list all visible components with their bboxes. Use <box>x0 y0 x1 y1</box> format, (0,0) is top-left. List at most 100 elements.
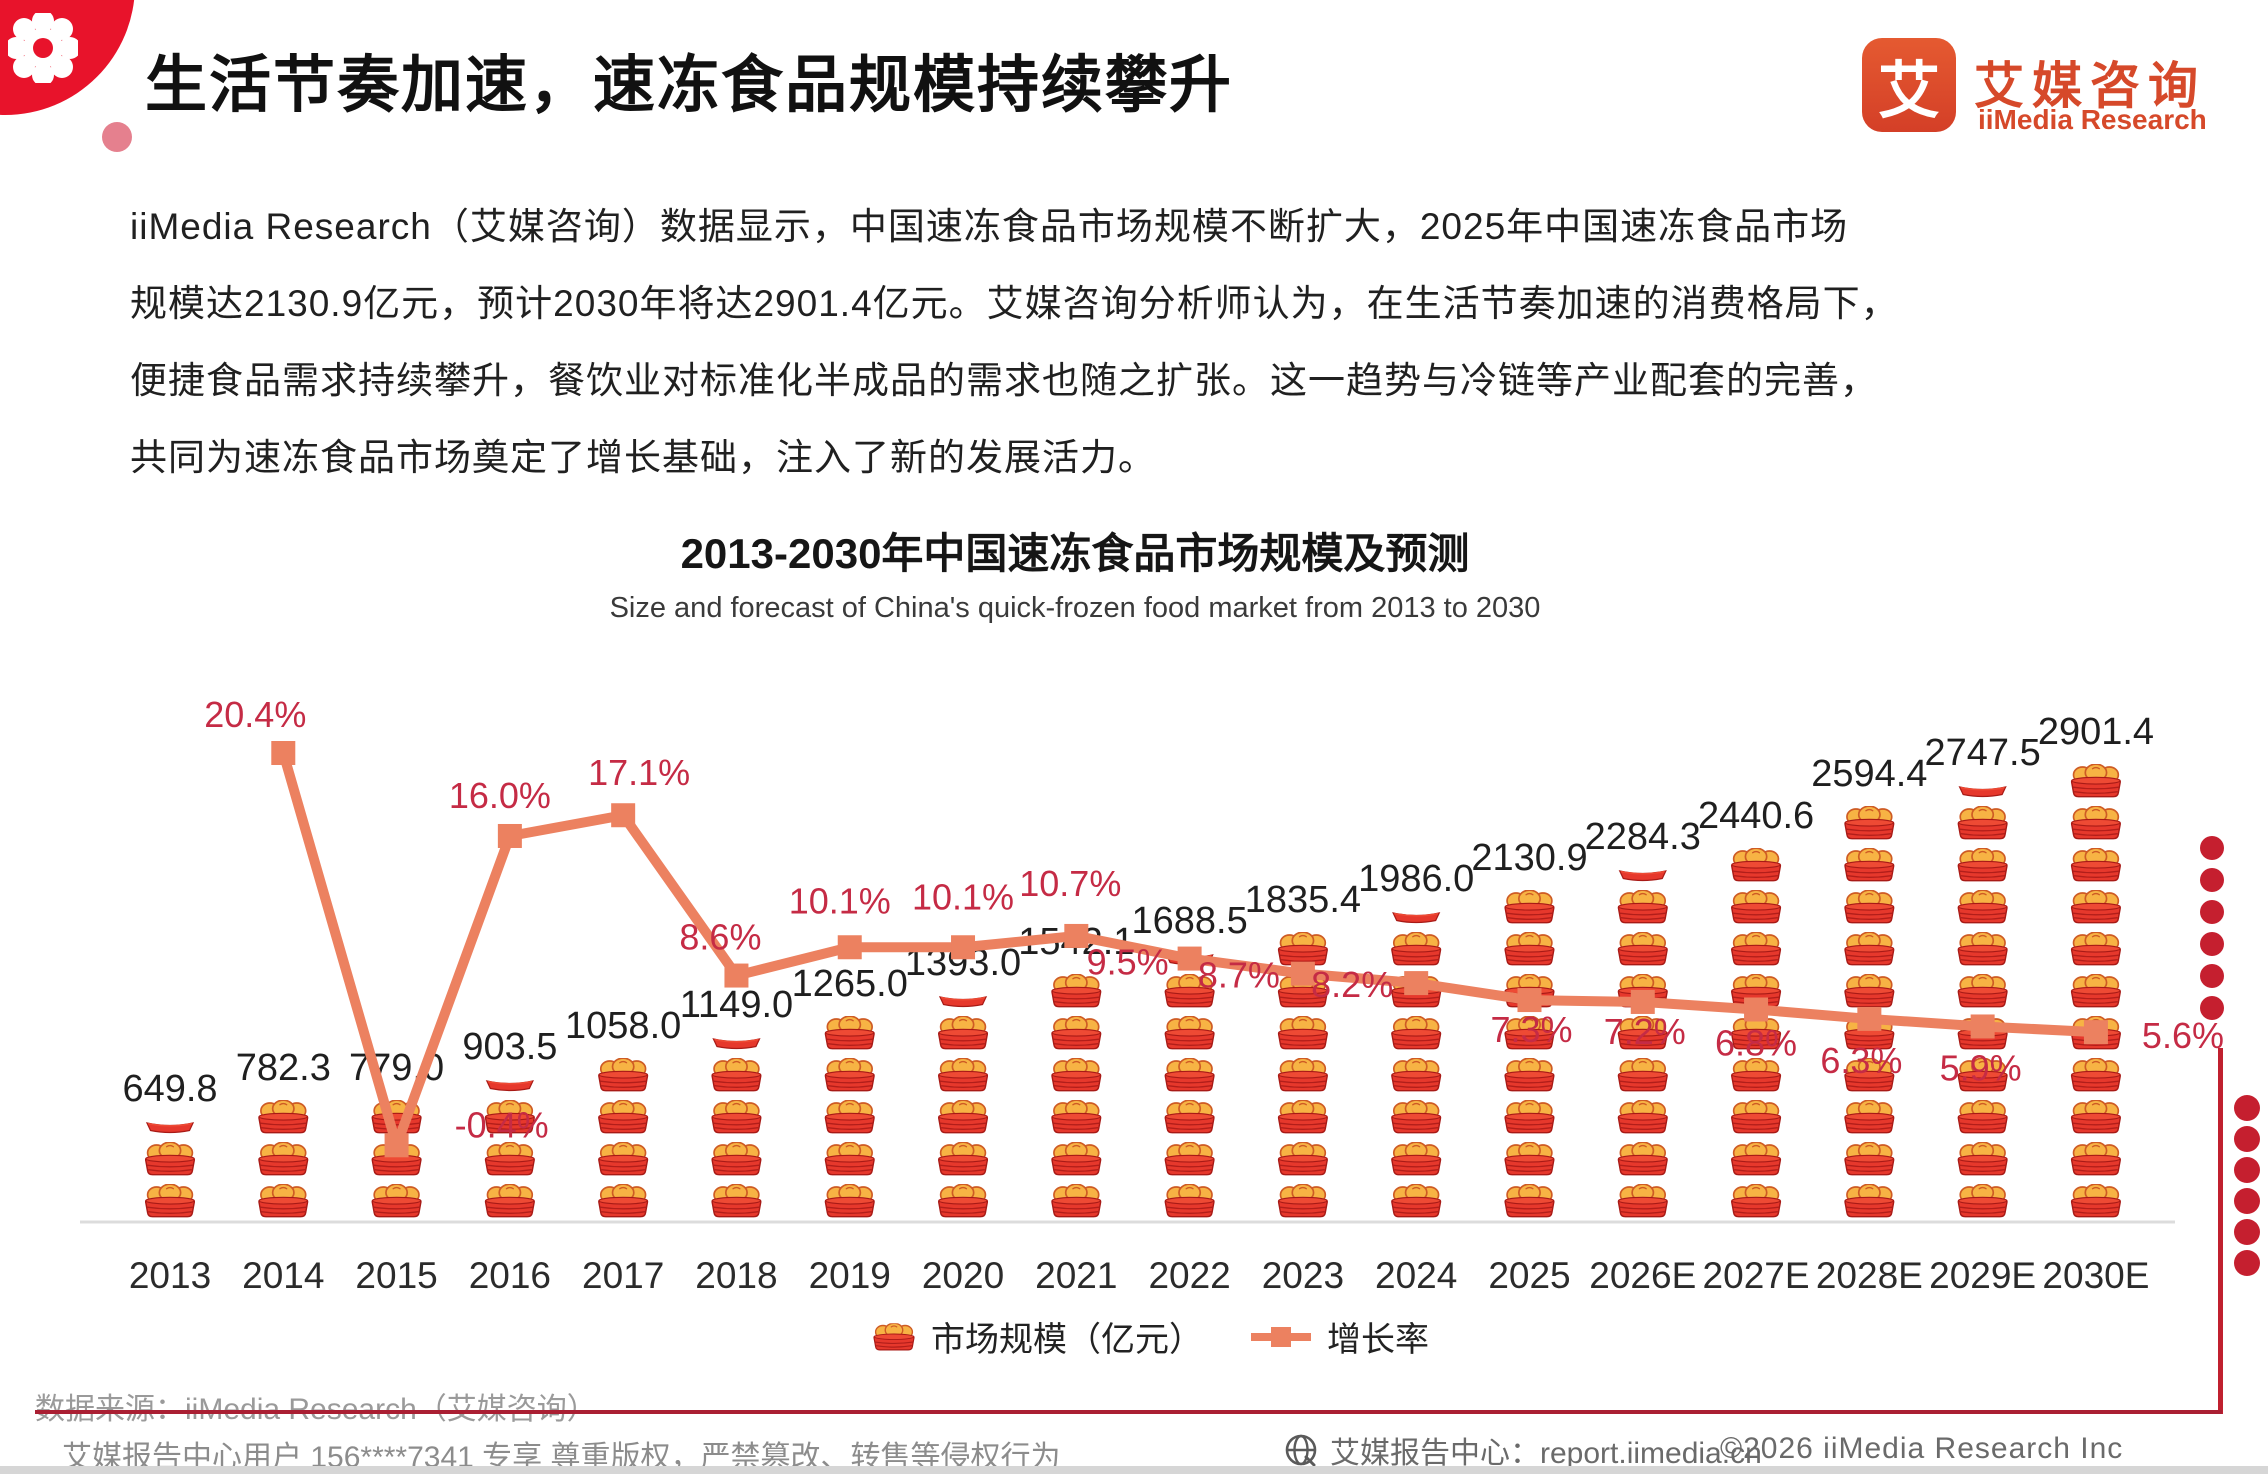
basket-icon <box>1051 1100 1102 1134</box>
basket-icon <box>2070 806 2122 840</box>
basket-rim-icon <box>486 1080 534 1092</box>
x-label-2015: 2015 <box>355 1255 437 1296</box>
basket-rim-icon <box>1619 870 1667 882</box>
basket-icon <box>1390 1058 1442 1092</box>
basket-icon <box>1504 1184 1555 1218</box>
x-label-2021: 2021 <box>1035 1255 1117 1296</box>
x-label-2017: 2017 <box>582 1255 664 1296</box>
basket-icon <box>824 1058 875 1092</box>
basket-icon <box>1504 1142 1555 1176</box>
side-line-decoration <box>2218 1048 2223 1414</box>
value-label-2017: 1058.0 <box>565 1005 681 1047</box>
pct-label-2017: 17.1% <box>588 752 690 793</box>
steamer-basket-icon <box>871 1323 917 1351</box>
deco-dot <box>2200 836 2224 860</box>
value-label-2013: 649.8 <box>122 1068 217 1110</box>
gear-icon <box>8 13 78 83</box>
value-label-2028E: 2594.4 <box>1811 753 1927 795</box>
basket-icon <box>1277 1100 1329 1134</box>
logo-name-cn: 艾媒咨询 <box>1974 58 2206 114</box>
value-label-2014: 782.3 <box>236 1047 331 1089</box>
basket-icon <box>1957 974 2008 1008</box>
basket-icon <box>1957 806 2008 840</box>
basket-icon <box>1844 1100 1895 1134</box>
deco-dot <box>2200 996 2224 1020</box>
basket-icon <box>1164 1184 1215 1218</box>
basket-icon <box>824 1100 875 1134</box>
basket-icon <box>1390 1016 1442 1050</box>
growth-marker-2018 <box>724 963 749 988</box>
x-label-2029E: 2029E <box>1929 1255 2036 1296</box>
bar-2017 <box>597 1058 649 1218</box>
bar-2029E <box>1957 786 2008 1218</box>
basket-icon <box>1844 890 1895 924</box>
pct-label-2015: -0.4% <box>455 1104 549 1145</box>
growth-marker-2014 <box>271 741 296 765</box>
pct-label-2018: 8.6% <box>679 917 761 958</box>
value-label-2023: 1835.4 <box>1245 879 1361 921</box>
footer-report-url: 艾媒报告中心：report.iimedia.cn <box>1330 1437 1762 1470</box>
basket-icon <box>711 1184 762 1218</box>
value-label-2027E: 2440.6 <box>1698 795 1814 837</box>
bar-2018 <box>711 1038 762 1218</box>
basket-icon <box>2070 764 2122 798</box>
deco-dot <box>2234 1095 2260 1121</box>
basket-icon <box>1051 1142 1102 1176</box>
basket-rim-icon <box>1392 912 1440 924</box>
bar-2019 <box>824 1016 875 1218</box>
basket-rim-icon <box>146 1122 194 1134</box>
basket-icon <box>2070 1058 2122 1092</box>
basket-icon <box>597 1058 649 1092</box>
growth-marker-2021 <box>1064 923 1089 948</box>
basket-icon <box>1390 932 1442 966</box>
growth-marker-2020 <box>951 935 976 960</box>
x-label-2023: 2023 <box>1262 1255 1344 1296</box>
x-label-2013: 2013 <box>129 1255 211 1296</box>
x-label-2019: 2019 <box>809 1255 891 1296</box>
basket-icon <box>711 1100 762 1134</box>
bar-2030E <box>2070 764 2122 1218</box>
basket-icon <box>1617 1142 1668 1176</box>
value-label-2022: 1688.5 <box>1131 900 1247 942</box>
footer-copyright: ©2026 iiMedia Research Inc <box>1720 1432 2124 1465</box>
basket-icon <box>597 1100 649 1134</box>
basket-icon <box>144 1184 196 1218</box>
pct-label-2022: 9.5% <box>1087 942 1169 983</box>
pct-label-2021: 10.7% <box>1019 863 1121 904</box>
intro-line-1: iiMedia Research（艾媒咨询）数据显示，中国速冻食品市场规模不断扩… <box>130 206 1849 247</box>
basket-icon <box>258 1184 309 1218</box>
basket-icon <box>1504 1058 1555 1092</box>
basket-icon <box>711 1058 762 1092</box>
basket-icon <box>484 1142 536 1176</box>
basket-icon <box>2070 932 2122 966</box>
pct-label-2028E: 6.3% <box>1820 1040 1902 1081</box>
growth-marker-2029E <box>1970 1014 1995 1039</box>
growth-marker-2015 <box>384 1133 409 1158</box>
x-label-2027E: 2027E <box>1703 1255 1810 1296</box>
basket-icon <box>1390 1100 1442 1134</box>
bar-2016 <box>484 1080 536 1218</box>
data-source: 数据来源：iiMedia Research（艾媒咨询） <box>35 1384 597 1428</box>
growth-marker-2024 <box>1404 971 1429 996</box>
legend-item-growth-rate: 增长率 <box>1249 1312 1429 1361</box>
basket-icon <box>2070 974 2122 1008</box>
x-label-2020: 2020 <box>922 1255 1004 1296</box>
basket-icon <box>1844 1142 1895 1176</box>
intro-line-4: 共同为速冻食品市场奠定了增长基础，注入了新的发展活力。 <box>130 437 1156 478</box>
basket-icon <box>144 1142 196 1176</box>
pct-label-2020: 10.1% <box>912 876 1014 917</box>
basket-icon <box>937 1184 989 1218</box>
growth-marker-2019 <box>837 935 862 960</box>
pct-label-2025: 7.3% <box>1490 1009 1572 1050</box>
basket-icon <box>1390 1142 1442 1176</box>
growth-marker-2025 <box>1517 988 1542 1013</box>
bar-2014 <box>258 1100 309 1218</box>
basket-icon <box>2070 848 2122 882</box>
line-marker-icon <box>1251 1326 1311 1347</box>
basket-icon <box>2070 890 2122 924</box>
basket-icon <box>937 1100 989 1134</box>
growth-marker-2028E <box>1857 1006 1882 1031</box>
x-label-2016: 2016 <box>469 1255 551 1296</box>
basket-icon <box>824 1184 875 1218</box>
